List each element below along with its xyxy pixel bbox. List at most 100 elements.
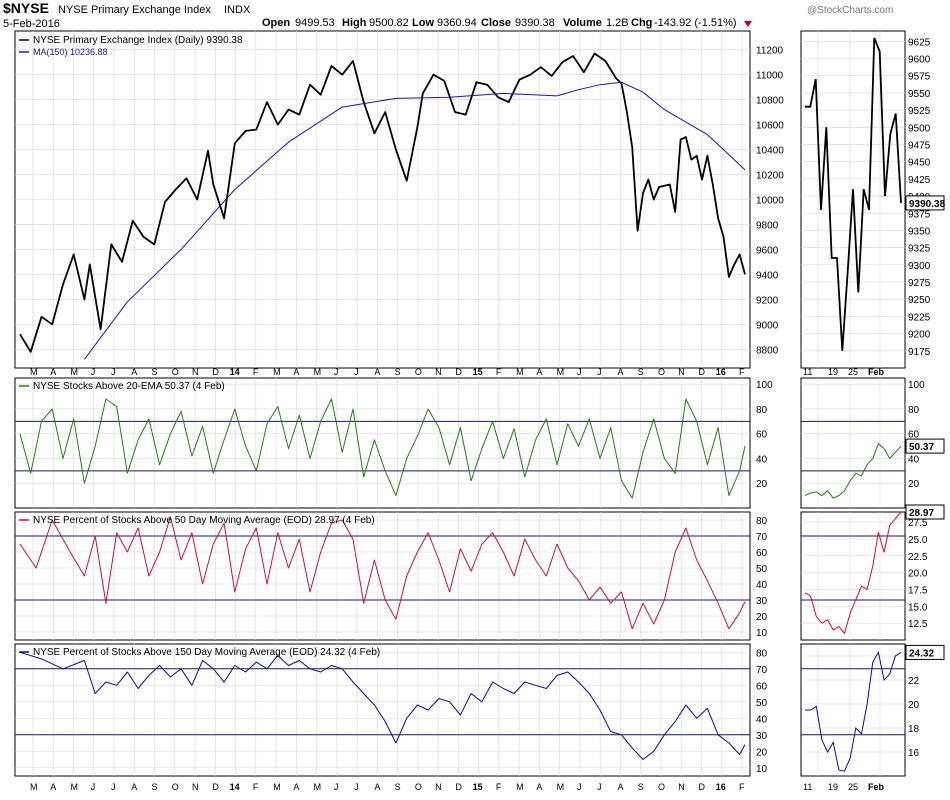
- inset-y-tick-label-price: 9350: [908, 226, 931, 237]
- x-tick-label-bottom: O: [415, 782, 422, 792]
- x-tick-label-bottom: M: [273, 782, 281, 792]
- legend-ma150: NYSE Percent of Stocks Above 150 Day Mov…: [33, 647, 380, 658]
- x-tick-label-top: F: [496, 367, 502, 377]
- x-tick-label-bottom: J: [91, 782, 96, 792]
- x-tick-label-top: D: [455, 367, 462, 377]
- inset-y-tick-label-ma50: 12.5: [908, 619, 928, 630]
- x-tick-label-top: S: [638, 367, 644, 377]
- y-tick-label-ema20: 80: [756, 405, 768, 416]
- y-tick-label-ma150: 50: [756, 698, 768, 709]
- x-tick-label-bottom: 14: [230, 782, 240, 792]
- y-tick-label-ema20: 60: [756, 430, 768, 441]
- inset-x-tick-label-top: Feb: [868, 367, 885, 377]
- x-tick-label-top: A: [617, 367, 623, 377]
- x-tick-label-bottom: D: [698, 782, 705, 792]
- x-tick-label-bottom: F: [496, 782, 502, 792]
- y-tick-label-ma50: 50: [756, 564, 768, 575]
- inset-y-tick-label-ma150: 22: [908, 676, 920, 687]
- inset-y-tick-label-price: 9500: [908, 123, 931, 134]
- x-tick-label-top: M: [557, 367, 565, 377]
- inset-y-tick-label-price: 9275: [908, 278, 931, 289]
- x-tick-label-bottom: M: [516, 782, 524, 792]
- x-tick-label-top: N: [435, 367, 442, 377]
- x-tick-label-bottom: J: [111, 782, 116, 792]
- x-tick-label-top: M: [71, 367, 79, 377]
- inset-y-tick-label-price: 9225: [908, 312, 931, 323]
- inset-frame-price: [800, 30, 906, 369]
- x-tick-label-top: 16: [716, 367, 726, 377]
- x-tick-label-bottom: A: [131, 782, 137, 792]
- x-tick-label-top: 15: [473, 367, 483, 377]
- x-tick-label-bottom: M: [30, 782, 38, 792]
- inset-y-tick-label-ma50: 22.5: [908, 552, 928, 563]
- last-value-label-ma50: 28.97: [909, 508, 934, 519]
- x-tick-label-bottom: M: [71, 782, 79, 792]
- legend-price: NYSE Primary Exchange Index (Daily) 9390…: [33, 35, 243, 46]
- x-tick-label-bottom: J: [577, 782, 582, 792]
- volume-value: 1.2B: [606, 17, 629, 29]
- y-tick-label-ma50: 20: [756, 612, 768, 623]
- y-tick-label-price: 9000: [756, 320, 779, 331]
- x-tick-label-bottom: D: [212, 782, 219, 792]
- y-tick-label-ma50: 40: [756, 580, 768, 591]
- y-tick-label-ma150: 70: [756, 665, 768, 676]
- index-name: NYSE Primary Exchange Index: [58, 4, 211, 16]
- inset-x-tick-label-bottom: 25: [848, 782, 858, 792]
- x-tick-label-top: A: [293, 367, 299, 377]
- inset-y-tick-label-price: 9525: [908, 106, 931, 117]
- last-value-badge-ema20: [905, 438, 945, 454]
- inset-y-tick-label-price: 9200: [908, 330, 931, 341]
- inset-x-tick-label-top: 11: [803, 367, 812, 377]
- y-tick-label-ma150: 40: [756, 714, 768, 725]
- x-tick-label-bottom: A: [50, 782, 56, 792]
- y-tick-label-ma150: 10: [756, 764, 768, 775]
- inset-frame-ma150: [800, 643, 906, 777]
- inset-x-tick-label-bottom: 19: [828, 782, 838, 792]
- inset-y-tick-label-price: 9175: [908, 347, 931, 358]
- y-tick-label-price: 9600: [756, 245, 779, 256]
- x-tick-label-top: A: [50, 367, 56, 377]
- y-tick-label-price: 10800: [756, 96, 784, 107]
- x-tick-label-bottom: F: [253, 782, 259, 792]
- series-line-ema20-0: [19, 398, 746, 499]
- last-value-badge-ma50: [905, 504, 945, 520]
- inset-y-tick-label-price: 9625: [908, 37, 931, 48]
- x-tick-label-bottom: M: [314, 782, 322, 792]
- high-label: High: [342, 17, 367, 29]
- x-tick-label-bottom: A: [617, 782, 623, 792]
- inset-x-tick-label-bottom: 11: [803, 782, 812, 792]
- y-tick-label-price: 9200: [756, 295, 779, 306]
- x-tick-label-top: M: [516, 367, 524, 377]
- inset-y-tick-label-price: 9300: [908, 261, 931, 272]
- x-tick-label-bottom: S: [395, 782, 401, 792]
- y-tick-label-price: 11200: [756, 46, 784, 57]
- ticker-symbol: $NYSE: [3, 0, 49, 16]
- x-tick-label-bottom: A: [374, 782, 380, 792]
- panel-frame-ma150: [14, 643, 751, 777]
- inset-y-tick-label-ma50: 17.5: [908, 585, 928, 596]
- stockcharts-watermark: @StockCharts.com: [807, 5, 893, 16]
- inset-y-tick-label-price: 9475: [908, 140, 931, 151]
- exchange-label: INDX: [224, 4, 251, 16]
- last-value-label-price: 9390.38: [909, 199, 946, 210]
- inset-x-tick-label-top: 25: [848, 367, 858, 377]
- x-tick-label-bottom: A: [293, 782, 299, 792]
- open-label: Open: [262, 17, 290, 29]
- x-tick-label-top: M: [30, 367, 38, 377]
- x-tick-label-top: N: [192, 367, 199, 377]
- y-tick-label-ma150: 20: [756, 747, 768, 758]
- x-tick-label-bottom: O: [172, 782, 179, 792]
- x-tick-label-top: F: [739, 367, 745, 377]
- inset-y-tick-label-ma50: 20.0: [908, 569, 928, 580]
- last-value-label-ma150: 24.32: [909, 648, 934, 659]
- x-tick-label-top: J: [111, 367, 116, 377]
- legend-ma50: NYSE Percent of Stocks Above 50 Day Movi…: [33, 515, 375, 526]
- x-tick-label-bottom: M: [557, 782, 565, 792]
- y-tick-label-price: 10000: [756, 196, 784, 207]
- inset-y-tick-label-ma150: 16: [908, 748, 920, 759]
- inset-x-tick-label-top: 19: [828, 367, 838, 377]
- panel-frame-ema20: [14, 377, 751, 509]
- inset-frame-ma50: [800, 511, 906, 641]
- y-tick-label-price: 11000: [756, 71, 784, 82]
